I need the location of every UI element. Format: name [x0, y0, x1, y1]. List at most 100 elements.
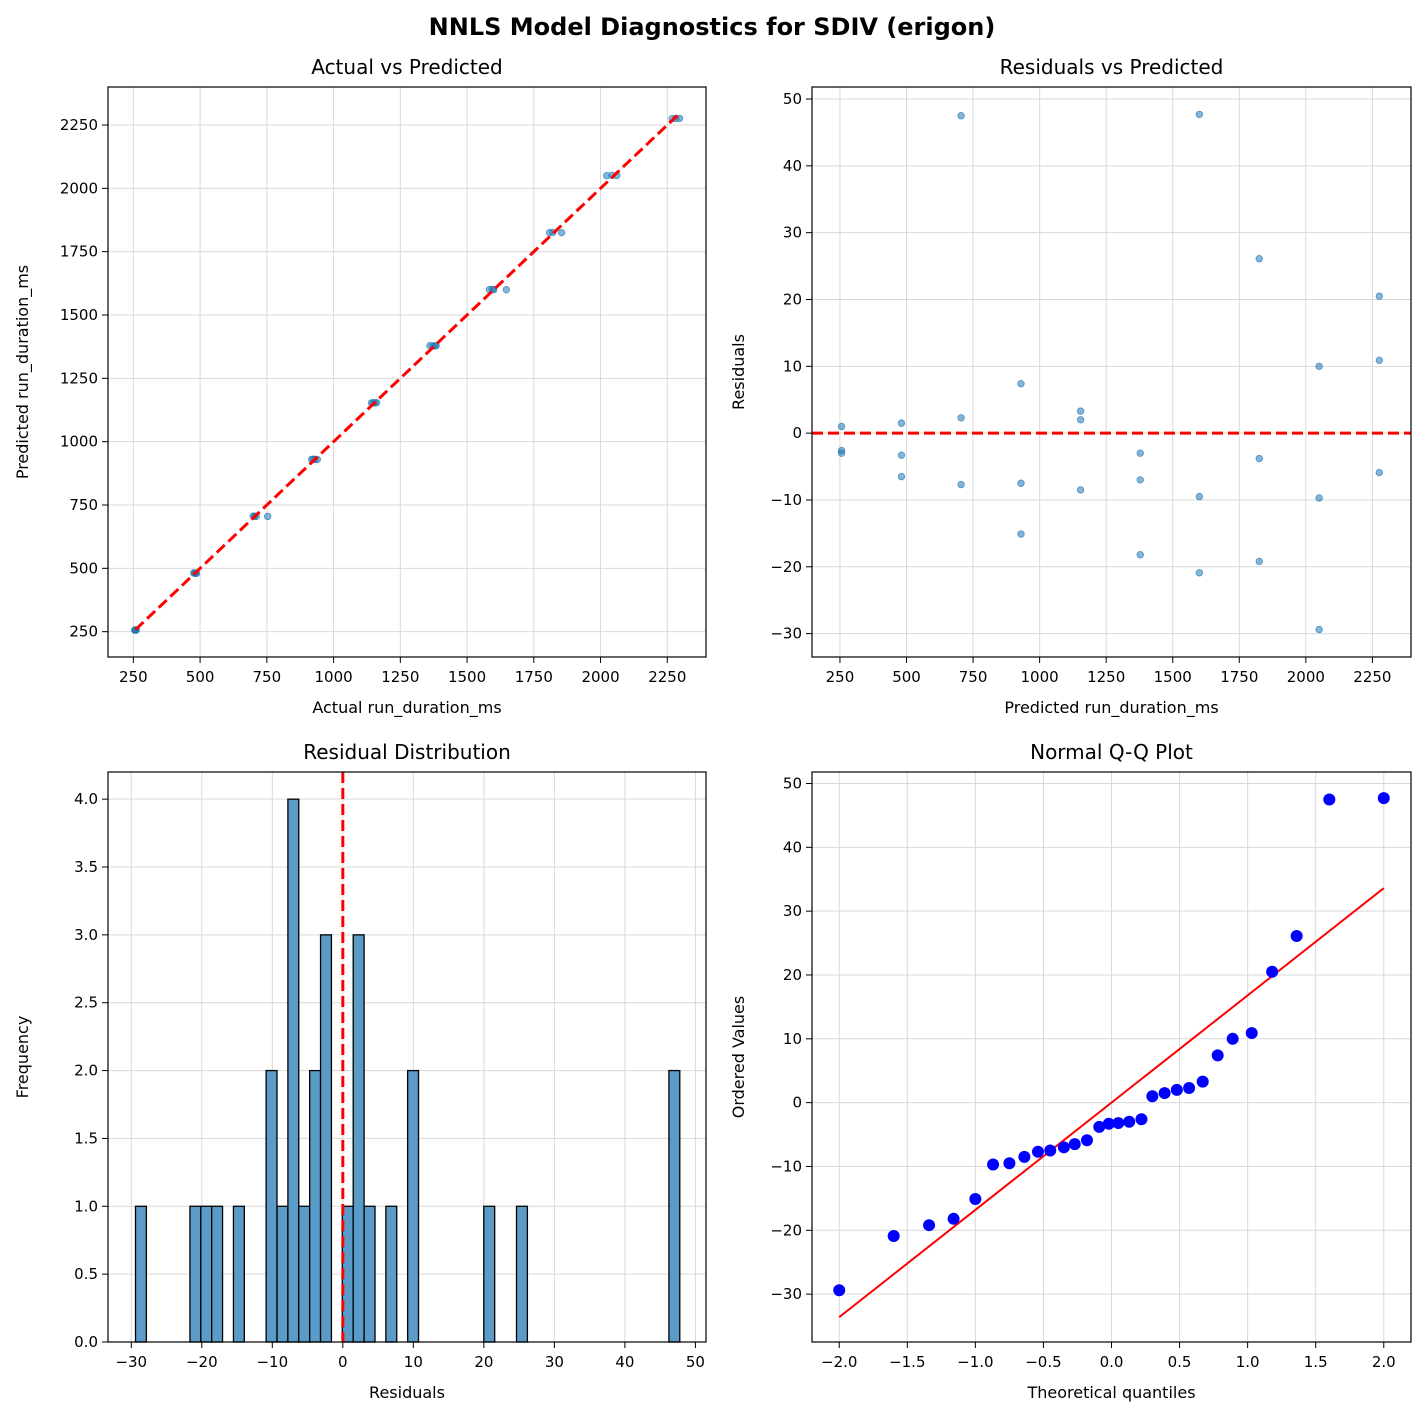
qq-point: [1123, 1115, 1136, 1128]
x-tick-label: 1750: [515, 668, 553, 686]
plot-frame: [107, 86, 707, 658]
y-tick-label: −30: [770, 625, 802, 643]
y-tick-label: 50: [783, 774, 802, 792]
scatter-point: [1255, 255, 1263, 263]
x-tick-label: 1.0: [1236, 1353, 1260, 1371]
x-axis-label: Theoretical quantiles: [1026, 1383, 1195, 1402]
scatter-point: [1255, 454, 1263, 463]
x-tick-label: −0.5: [1025, 1353, 1061, 1371]
scatter-point: [1136, 476, 1144, 484]
histogram-bar: [363, 1205, 376, 1343]
panel-title: Residuals vs Predicted: [1000, 55, 1224, 79]
qq-point: [1170, 1083, 1183, 1096]
x-tick-label: 0.0: [1100, 1353, 1124, 1371]
y-tick-label: 1250: [60, 369, 98, 387]
qq-point: [1112, 1117, 1125, 1130]
scatter-point: [957, 414, 965, 422]
scatter-point: [1315, 494, 1323, 502]
plot-frame: [107, 771, 707, 1343]
qq-point: [947, 1212, 960, 1225]
qq-point: [1377, 792, 1390, 805]
x-tick-label: 1000: [1021, 668, 1059, 686]
x-tick-label: 2000: [1287, 668, 1325, 686]
y-tick-label: 1.0: [74, 1197, 98, 1215]
x-tick-label: 1500: [1154, 668, 1192, 686]
x-tick-label: −1.5: [889, 1353, 925, 1371]
y-tick-label: 20: [783, 966, 802, 984]
scatter-point: [837, 449, 846, 457]
histogram-bar: [276, 1205, 289, 1343]
y-tick-label: 20: [783, 290, 802, 308]
qq-point: [1211, 1049, 1224, 1062]
y-tick-label: 3.5: [74, 858, 98, 876]
histogram-bar: [298, 1205, 311, 1343]
qq-point: [1018, 1150, 1031, 1163]
y-tick-label: −10: [770, 491, 802, 509]
histogram-bar: [211, 1205, 224, 1343]
qq-point: [987, 1158, 1000, 1171]
y-axis-label: Frequency: [13, 1016, 32, 1099]
x-tick-label: 30: [545, 1353, 564, 1371]
y-axis-label: Ordered Values: [729, 996, 748, 1118]
panel-title: Residual Distribution: [303, 740, 511, 764]
y-tick-label: 1000: [60, 433, 98, 451]
y-tick-label: −30: [770, 1285, 802, 1303]
scatter-point: [1375, 292, 1384, 300]
y-tick-label: 750: [69, 496, 98, 514]
x-tick-label: 0.5: [1168, 1353, 1192, 1371]
scatter-point: [1017, 530, 1025, 538]
scatter-point: [1017, 379, 1025, 388]
scatter-point: [1315, 362, 1323, 371]
histogram-bar: [319, 934, 333, 1343]
y-tick-label: 30: [783, 902, 802, 920]
histogram-bar: [134, 1205, 148, 1343]
y-tick-label: 10: [783, 357, 802, 375]
scatter-point: [1195, 110, 1204, 119]
y-tick-label: 0.5: [74, 1265, 98, 1283]
x-tick-label: 500: [186, 668, 215, 686]
histogram-bar: [483, 1205, 496, 1343]
qq-point: [1093, 1120, 1106, 1133]
scatter-point: [263, 512, 272, 521]
histogram-bar: [385, 1205, 398, 1343]
qq-point: [1057, 1141, 1070, 1154]
histogram-bar: [200, 1205, 213, 1343]
scatter-point: [502, 285, 511, 294]
scatter-point: [432, 341, 440, 350]
y-tick-label: −20: [770, 1221, 802, 1239]
y-tick-label: 2000: [60, 179, 98, 197]
qq-point: [833, 1284, 846, 1297]
y-tick-label: 30: [783, 224, 802, 242]
residuals-vs-predicted-panel: 250 500 750 1000 1250 1500 1750 2000 2250−30−20−…: [729, 55, 1412, 718]
y-tick-label: −10: [770, 1157, 802, 1175]
qq-point: [1266, 965, 1279, 978]
scatter-point: [1195, 569, 1204, 577]
qq-point: [887, 1230, 900, 1243]
x-tick-label: 0: [338, 1353, 348, 1371]
y-tick-label: 0: [792, 424, 802, 442]
actual-vs-predicted-panel: 250 500 750 1000 1250 1500 1750 2000 2250 250 500 7…: [13, 55, 707, 718]
histogram-bar: [668, 1069, 681, 1343]
x-tick-label: −2.0: [821, 1353, 857, 1371]
x-tick-label: 10: [404, 1353, 423, 1371]
histogram-bar: [352, 934, 365, 1343]
figure-title: NNLS Model Diagnostics for SDIV (erigon): [429, 13, 996, 41]
x-tick-label: −1.0: [957, 1353, 993, 1371]
x-axis-label: Predicted run_duration_ms: [1004, 698, 1218, 718]
x-tick-label: 40: [615, 1353, 634, 1371]
y-tick-label: 40: [783, 838, 802, 856]
y-tick-label: 1750: [60, 243, 98, 261]
histogram-bar: [309, 1069, 322, 1343]
x-axis-label: Actual run_duration_ms: [312, 698, 501, 718]
y-tick-label: 250: [69, 623, 98, 641]
y-tick-label: 3.0: [74, 926, 98, 944]
scatter-point: [897, 451, 906, 459]
qq-point: [1323, 793, 1336, 806]
x-tick-label: −20: [186, 1353, 218, 1371]
qq-point: [1290, 930, 1303, 943]
qq-point: [1196, 1075, 1209, 1088]
y-tick-label: −20: [770, 558, 802, 576]
histogram-bar: [406, 1069, 420, 1343]
y-tick-label: 500: [69, 559, 98, 577]
qq-fit-line: [838, 887, 1385, 1318]
